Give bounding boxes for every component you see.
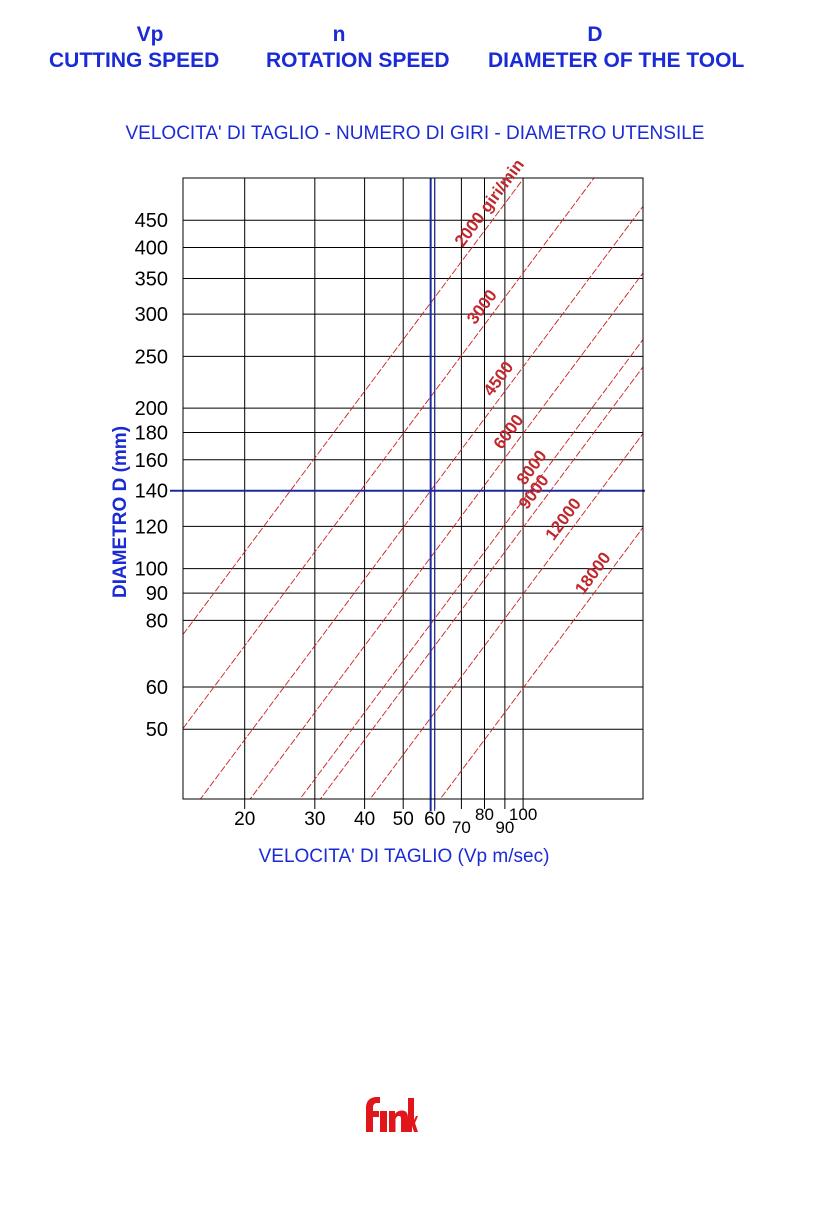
y-tick-label: 140 <box>135 481 168 503</box>
rpm-line <box>249 272 643 799</box>
y-tick-label: 100 <box>135 559 168 581</box>
plot-frame <box>182 177 644 800</box>
rpm-line <box>183 178 595 729</box>
rpm-label: 2000 giri/min <box>451 155 528 250</box>
chart-title: VELOCITA' DI TAGLIO - NUMERO DI GIRI - D… <box>126 123 705 144</box>
rpm-line <box>369 433 643 799</box>
rpm-line <box>439 527 643 799</box>
y-tick-label: 350 <box>135 268 168 290</box>
rpm-label: 12000 <box>542 495 585 544</box>
rpm-label: 3000 <box>463 286 501 328</box>
x-tick-label: 70 <box>452 818 471 837</box>
y-axis-label: DIAMETRO D (mm) <box>110 426 131 598</box>
header-symbol-d: D <box>587 23 603 46</box>
x-tick-label: 30 <box>304 809 325 830</box>
header-label-rotation-speed: ROTATION SPEED <box>266 49 450 72</box>
rpm-line <box>199 206 643 799</box>
rpm-labels: 2000 giri/min300045006000800090001200018… <box>451 155 615 597</box>
x-tick-label: 100 <box>509 805 537 824</box>
x-tick-label: 50 <box>393 809 414 830</box>
y-tick-label: 90 <box>146 583 168 605</box>
x-tick-label: 60 <box>424 809 445 830</box>
fink-logo <box>358 1092 418 1138</box>
y-tick-label: 80 <box>146 610 168 632</box>
rpm-label: 6000 <box>490 411 528 453</box>
x-tick-label: 20 <box>234 809 255 830</box>
y-tick-label: 60 <box>146 677 168 699</box>
y-tick-label: 50 <box>146 719 168 741</box>
rpm-line <box>183 178 525 635</box>
x-tick-label: 80 <box>475 805 494 824</box>
header-symbol-vp: Vp <box>136 23 164 46</box>
example-lines <box>170 178 645 811</box>
tick-labels: 20 30 40 50 60 708090100506080901001201401601… <box>135 210 538 837</box>
y-tick-label: 250 <box>135 346 168 368</box>
x-tick-label: 90 <box>495 818 514 837</box>
rpm-label: 4500 <box>480 358 518 400</box>
x-axis-label: VELOCITA' DI TAGLIO (Vp m/sec) <box>259 846 550 867</box>
header-symbol-n: n <box>332 23 346 46</box>
x-tick-label: 40 <box>354 809 375 830</box>
y-tick-label: 180 <box>135 423 168 445</box>
rpm-lines <box>183 178 643 799</box>
y-tick-label: 400 <box>135 238 168 260</box>
y-tick-label: 160 <box>135 450 168 472</box>
y-tick-label: 450 <box>135 210 168 232</box>
rpm-line <box>299 339 643 799</box>
rpm-line <box>319 366 643 799</box>
y-tick-label: 300 <box>135 304 168 326</box>
y-tick-label: 120 <box>135 516 168 538</box>
fink-logo-mark <box>366 1097 418 1132</box>
nomogram-chart: VELOCITA' DI TAGLIO - NUMERO DI GIRI - D… <box>110 123 705 867</box>
header-label-diameter: DIAMETER OF THE TOOL <box>488 49 745 72</box>
grid <box>183 178 643 809</box>
y-tick-label: 200 <box>135 398 168 420</box>
rpm-label: 18000 <box>571 549 614 598</box>
header-label-cutting-speed: CUTTING SPEED <box>49 49 220 72</box>
